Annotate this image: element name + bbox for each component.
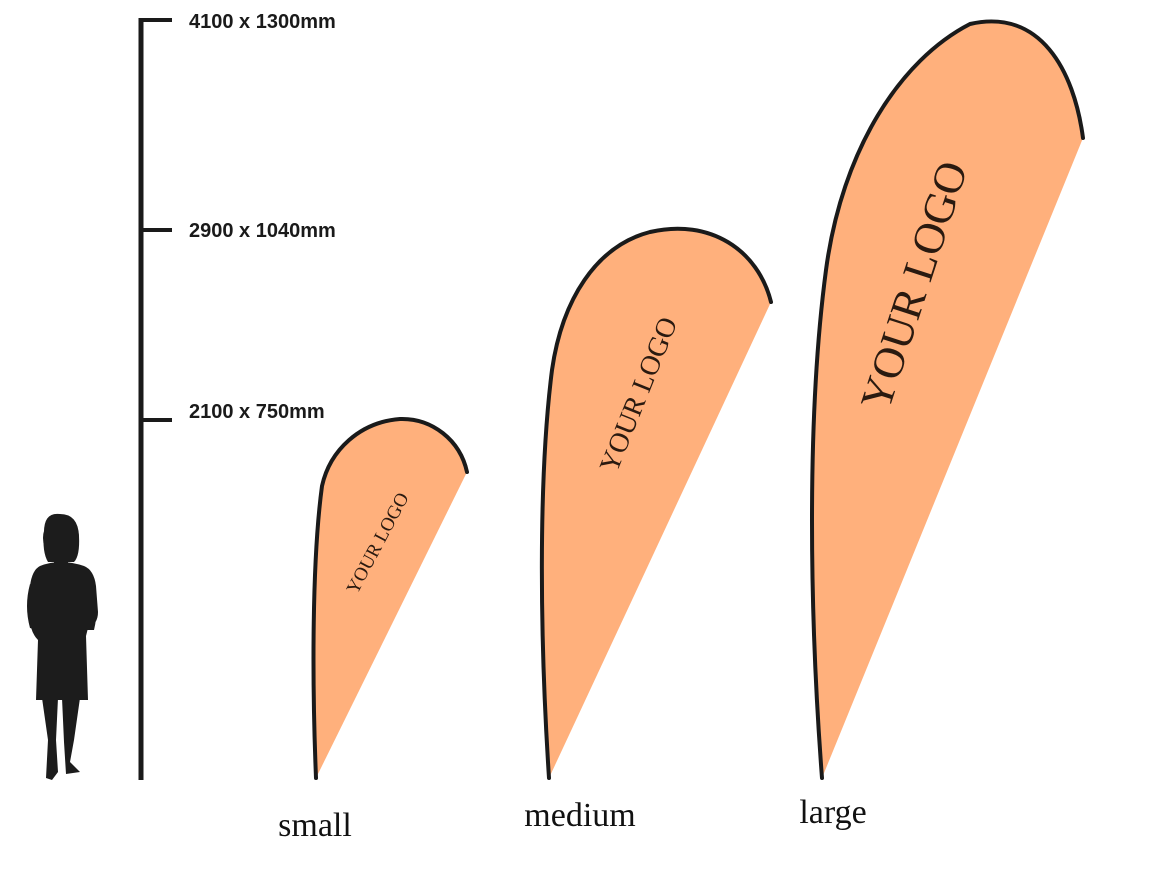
flag-large: YOUR LOGO xyxy=(810,19,1085,780)
person-silhouette-icon xyxy=(27,513,98,780)
size-label-medium: medium xyxy=(524,797,635,834)
scale-label-medium: 2900 x 1040mm xyxy=(189,220,336,242)
flag-medium-outline xyxy=(539,226,773,780)
flag-medium-body xyxy=(541,228,771,779)
scale-label-small: 2100 x 750mm xyxy=(189,401,325,423)
size-label-large: large xyxy=(799,794,866,831)
height-scale: 4100 x 1300mm 2900 x 1040mm 2100 x 750mm xyxy=(138,11,336,780)
size-label-small: small xyxy=(278,807,352,844)
flag-large-body xyxy=(812,21,1083,779)
flag-small-body xyxy=(313,418,467,778)
flag-medium: YOUR LOGO xyxy=(539,226,773,780)
flag-small: YOUR LOGO xyxy=(311,416,469,780)
scale-label-large: 4100 x 1300mm xyxy=(189,11,336,33)
flag-small-outline xyxy=(311,416,469,780)
flag-large-outline xyxy=(810,19,1085,780)
